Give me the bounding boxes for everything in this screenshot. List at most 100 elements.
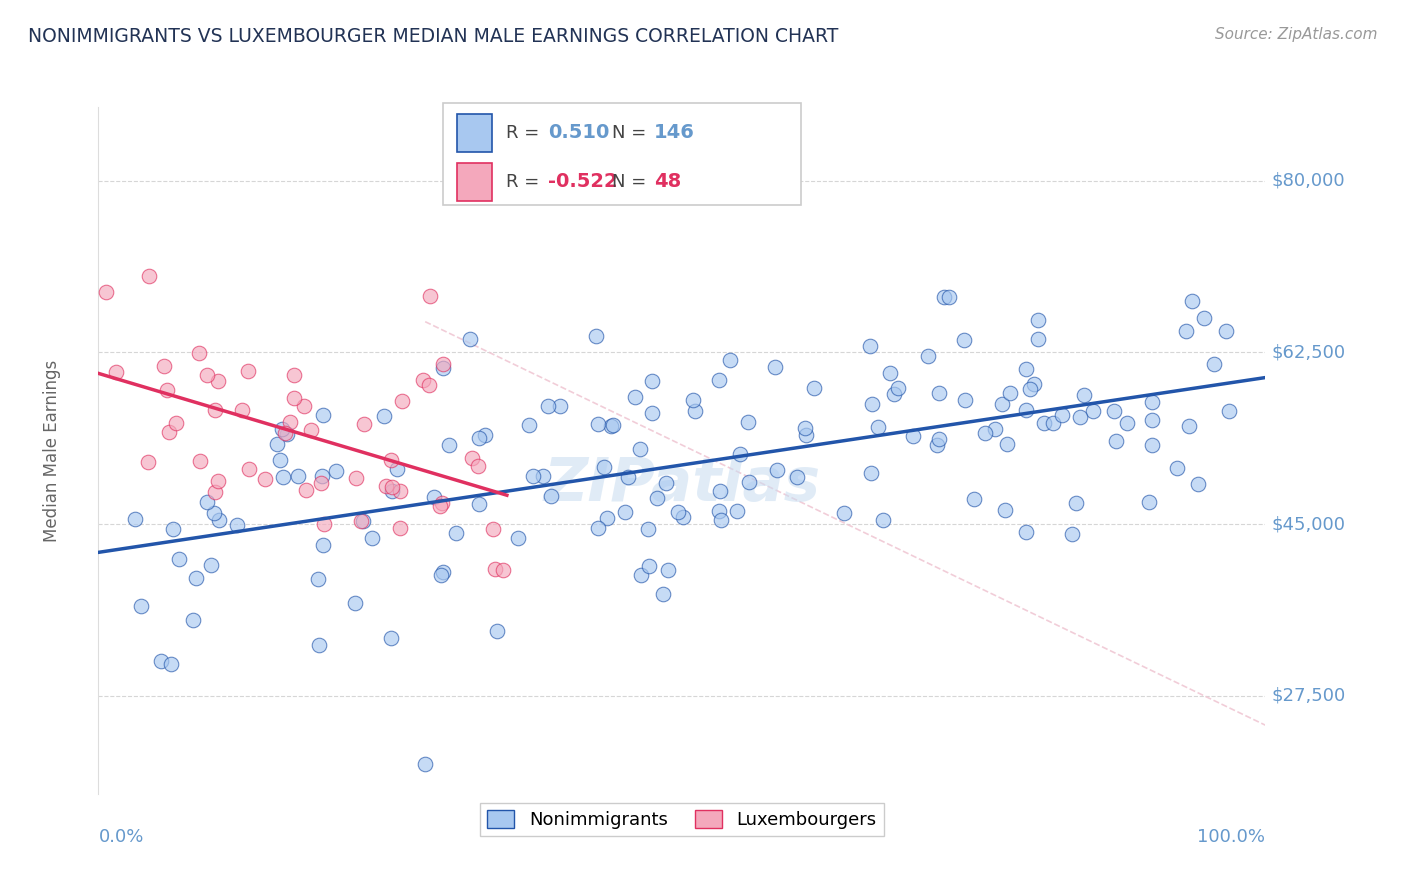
Point — [1166, 461, 1188, 475]
Point — [283, 368, 305, 383]
Point — [269, 453, 291, 467]
Point — [638, 558, 661, 573]
Point — [195, 495, 218, 509]
Point — [1064, 495, 1087, 509]
Point — [641, 374, 664, 388]
Point — [1028, 333, 1050, 347]
Text: N =: N = — [612, 124, 651, 142]
Point — [683, 403, 706, 417]
Text: ZIPatlas: ZIPatlas — [543, 455, 821, 515]
Point — [484, 562, 506, 576]
Point — [312, 538, 335, 552]
Point — [860, 397, 883, 411]
Point — [278, 416, 301, 430]
Text: N =: N = — [612, 173, 651, 191]
Point — [308, 638, 330, 652]
Point — [540, 489, 562, 503]
Text: -0.522: -0.522 — [548, 172, 619, 192]
Text: R =: R = — [506, 173, 546, 191]
Point — [983, 422, 1005, 436]
Point — [430, 496, 453, 510]
Point — [380, 631, 402, 645]
Point — [412, 373, 434, 387]
Point — [208, 513, 231, 527]
Point — [1033, 416, 1056, 430]
Point — [1177, 419, 1199, 434]
Point — [418, 289, 440, 303]
Point — [468, 497, 491, 511]
Point — [709, 483, 731, 498]
Point — [104, 366, 127, 380]
Point — [266, 436, 288, 450]
Text: 146: 146 — [654, 123, 695, 143]
Point — [586, 417, 609, 431]
Point — [325, 464, 347, 478]
Point — [432, 360, 454, 375]
Point — [1050, 409, 1073, 423]
Point — [274, 426, 297, 441]
Point — [474, 428, 496, 442]
Text: 0.0%: 0.0% — [98, 828, 143, 847]
Point — [990, 397, 1012, 411]
Point — [467, 458, 489, 473]
Text: 0.510: 0.510 — [548, 123, 610, 143]
Point — [184, 570, 207, 584]
Point — [998, 386, 1021, 401]
Point — [299, 423, 322, 437]
Point — [593, 460, 616, 475]
Point — [238, 462, 260, 476]
Point — [624, 390, 647, 404]
Point — [725, 504, 748, 518]
Point — [666, 505, 689, 519]
Point — [307, 572, 329, 586]
Point — [188, 454, 211, 468]
Point — [728, 447, 751, 461]
Point — [613, 505, 636, 519]
Point — [1062, 526, 1084, 541]
Point — [181, 613, 204, 627]
Point — [314, 516, 336, 531]
Point — [287, 469, 309, 483]
Point — [361, 531, 384, 545]
Point — [276, 427, 298, 442]
Point — [202, 506, 225, 520]
Point — [887, 381, 910, 395]
Point — [1142, 413, 1164, 427]
Point — [295, 483, 318, 498]
Point — [1022, 377, 1045, 392]
Point — [200, 558, 222, 572]
Point — [283, 391, 305, 405]
Point — [1104, 404, 1126, 418]
Point — [928, 386, 950, 401]
Text: $45,000: $45,000 — [1271, 515, 1346, 533]
Point — [600, 418, 623, 433]
Point — [630, 568, 652, 582]
Text: Source: ZipAtlas.com: Source: ZipAtlas.com — [1215, 27, 1378, 42]
Point — [207, 375, 229, 389]
Point — [1181, 293, 1204, 308]
Point — [1174, 324, 1197, 338]
Point — [794, 427, 817, 442]
Point — [718, 353, 741, 368]
Point — [994, 503, 1017, 517]
Point — [1073, 388, 1095, 402]
Point — [343, 596, 366, 610]
Point — [786, 469, 808, 483]
Point — [444, 526, 467, 541]
Text: 48: 48 — [654, 172, 681, 192]
Point — [1015, 402, 1038, 417]
Point — [707, 373, 730, 387]
Point — [1215, 324, 1237, 338]
Point — [492, 563, 515, 577]
Point — [1187, 476, 1209, 491]
Point — [963, 491, 986, 506]
Point — [1116, 416, 1139, 430]
Point — [485, 624, 508, 638]
Point — [381, 483, 404, 498]
Point — [150, 654, 173, 668]
Point — [932, 290, 955, 304]
Point — [1140, 394, 1163, 409]
Text: $80,000: $80,000 — [1271, 171, 1346, 190]
Point — [432, 565, 454, 579]
Point — [651, 587, 673, 601]
